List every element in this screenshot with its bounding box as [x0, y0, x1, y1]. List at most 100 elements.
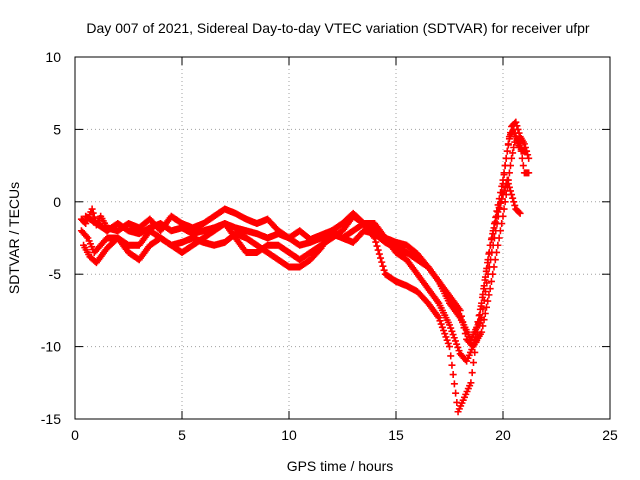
- data-point: [513, 136, 521, 144]
- data-point: [440, 327, 448, 335]
- x-axis-label: GPS time / hours: [287, 458, 394, 474]
- data-point: [373, 242, 381, 250]
- data-point: [444, 339, 452, 347]
- data-point: [454, 343, 462, 351]
- data-point: [435, 314, 443, 322]
- y-tick-label: -5: [49, 266, 62, 282]
- data-point: [472, 338, 480, 346]
- data-point: [375, 250, 383, 258]
- data-point: [442, 333, 450, 341]
- data-point: [512, 118, 520, 126]
- data-point: [515, 208, 523, 216]
- data-point: [523, 147, 531, 155]
- y-tick-label: 10: [45, 49, 61, 65]
- data-point: [449, 371, 457, 379]
- data-points: [77, 118, 533, 416]
- data-point: [525, 154, 533, 162]
- data-point: [510, 125, 518, 133]
- x-tick-label: 15: [388, 427, 404, 443]
- data-point: [511, 201, 519, 209]
- data-point: [510, 198, 518, 206]
- data-point: [484, 297, 492, 305]
- data-point: [437, 320, 445, 328]
- data-point: [480, 296, 488, 304]
- data-point: [510, 144, 518, 151]
- data-point: [446, 343, 453, 351]
- data-point: [377, 254, 385, 262]
- data-point: [496, 205, 504, 213]
- data-point: [505, 169, 513, 177]
- data-point: [487, 277, 495, 285]
- data-point: [479, 305, 487, 313]
- data-point: [467, 379, 475, 387]
- x-tick-label: 0: [71, 427, 79, 443]
- data-point: [372, 238, 380, 246]
- data-point: [490, 234, 498, 242]
- data-point: [378, 258, 386, 266]
- y-tick-label: -10: [41, 339, 61, 355]
- data-point: [518, 154, 526, 162]
- data-point: [451, 337, 459, 345]
- data-point: [486, 285, 494, 293]
- data-point: [89, 209, 97, 217]
- data-point: [498, 189, 506, 197]
- y-axis-label: SDTVAR / TECUs: [6, 182, 22, 294]
- data-point: [447, 324, 455, 332]
- data-point: [380, 266, 388, 274]
- data-point: [513, 122, 521, 130]
- data-point: [487, 256, 495, 264]
- data-point: [512, 133, 520, 141]
- data-point: [450, 380, 458, 388]
- data-point: [443, 336, 451, 344]
- data-point: [501, 162, 509, 170]
- data-point: [449, 331, 457, 339]
- series-4: [82, 125, 531, 343]
- data-point: [504, 140, 512, 148]
- axis-ticks: 0 5 10 15 20 25 -15 -10 -5 0 5 10: [41, 49, 618, 443]
- data-point: [488, 248, 496, 256]
- x-tick-label: 5: [178, 427, 186, 443]
- data-point: [452, 389, 460, 397]
- series-3: [80, 176, 524, 416]
- data-point: [500, 171, 508, 179]
- data-point: [485, 291, 493, 299]
- data-point: [505, 183, 513, 191]
- data-point: [492, 227, 500, 235]
- data-point: [511, 129, 519, 137]
- data-point: [524, 151, 532, 159]
- data-point: [494, 212, 502, 220]
- data-point: [450, 334, 458, 342]
- data-point: [481, 288, 489, 296]
- data-point: [471, 348, 479, 356]
- data-point: [438, 323, 446, 331]
- data-point: [379, 262, 387, 270]
- data-point: [88, 205, 96, 213]
- x-tick-label: 20: [495, 427, 511, 443]
- data-point: [448, 361, 456, 369]
- chart-title: Day 007 of 2021, Sidereal Day-to-day VTE…: [86, 20, 590, 36]
- plot-frame: [74, 56, 611, 420]
- data-point: [83, 233, 91, 241]
- data-point: [441, 330, 449, 338]
- data-point: [503, 176, 511, 184]
- data-point: [516, 209, 524, 217]
- data-point: [509, 149, 517, 157]
- data-point: [493, 220, 501, 228]
- data-point: [374, 246, 382, 254]
- data-point: [479, 322, 487, 330]
- data-point: [502, 154, 510, 162]
- y-tick-label: 0: [53, 194, 61, 210]
- x-tick-label: 10: [281, 427, 297, 443]
- data-point: [508, 191, 516, 199]
- data-point: [485, 263, 493, 271]
- data-point: [469, 359, 477, 367]
- data-point: [497, 198, 505, 206]
- data-point: [478, 314, 486, 322]
- y-tick-label: 5: [53, 121, 61, 137]
- x-tick-label: 25: [602, 427, 618, 443]
- data-point: [468, 369, 476, 377]
- data-point: [489, 241, 497, 249]
- data-point: [455, 347, 463, 355]
- data-point: [525, 169, 533, 177]
